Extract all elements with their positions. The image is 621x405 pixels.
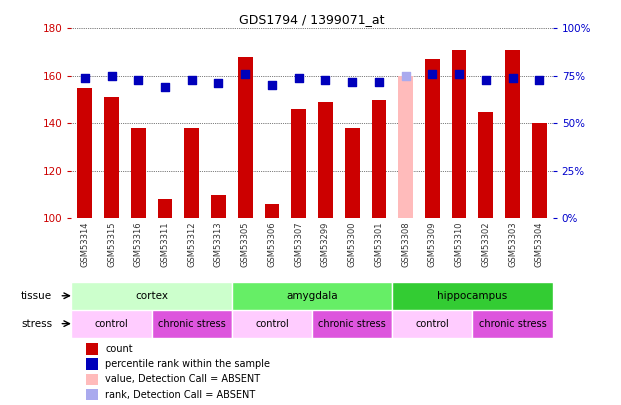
Bar xyxy=(232,282,392,310)
Point xyxy=(320,77,330,83)
Point xyxy=(134,77,143,83)
Text: rank, Detection Call = ABSENT: rank, Detection Call = ABSENT xyxy=(105,390,255,400)
Bar xyxy=(505,50,520,218)
Text: cortex: cortex xyxy=(135,291,168,301)
Bar xyxy=(532,124,546,218)
Point xyxy=(507,75,517,81)
Bar xyxy=(71,282,232,310)
Point xyxy=(534,77,544,83)
Bar xyxy=(131,128,145,218)
Text: GSM53300: GSM53300 xyxy=(348,222,356,267)
Bar xyxy=(318,102,333,218)
Text: hippocampus: hippocampus xyxy=(437,291,507,301)
Text: control: control xyxy=(94,319,129,328)
Point xyxy=(267,82,277,89)
Text: GSM53305: GSM53305 xyxy=(241,222,250,267)
Bar xyxy=(152,310,232,338)
Bar xyxy=(158,199,173,218)
Point xyxy=(347,78,357,85)
Text: GSM53304: GSM53304 xyxy=(535,222,544,267)
Title: GDS1794 / 1399071_at: GDS1794 / 1399071_at xyxy=(239,13,385,26)
Text: value, Detection Call = ABSENT: value, Detection Call = ABSENT xyxy=(105,374,260,384)
Bar xyxy=(425,59,440,218)
Text: GSM53306: GSM53306 xyxy=(268,222,276,267)
Text: GSM53303: GSM53303 xyxy=(508,222,517,267)
Text: tissue: tissue xyxy=(21,291,52,301)
Bar xyxy=(473,310,553,338)
Text: stress: stress xyxy=(21,319,52,328)
Point xyxy=(107,72,117,79)
Text: GSM53299: GSM53299 xyxy=(321,222,330,267)
Text: chronic stress: chronic stress xyxy=(158,319,225,328)
Bar xyxy=(211,195,226,218)
Text: control: control xyxy=(415,319,449,328)
Point xyxy=(187,77,197,83)
Text: count: count xyxy=(105,344,133,354)
Text: GSM53309: GSM53309 xyxy=(428,222,437,267)
Point xyxy=(374,78,384,85)
Bar xyxy=(392,310,473,338)
Text: control: control xyxy=(255,319,289,328)
Point xyxy=(160,84,170,91)
Bar xyxy=(238,57,253,218)
Text: GSM53312: GSM53312 xyxy=(188,222,196,267)
Text: GSM53315: GSM53315 xyxy=(107,222,116,267)
Bar xyxy=(312,310,392,338)
Text: GSM53301: GSM53301 xyxy=(374,222,383,267)
Point xyxy=(401,72,410,79)
Text: GSM53314: GSM53314 xyxy=(80,222,89,267)
Bar xyxy=(232,310,312,338)
Bar xyxy=(265,204,279,218)
Text: chronic stress: chronic stress xyxy=(319,319,386,328)
Point xyxy=(454,71,464,77)
Point xyxy=(214,80,224,87)
Bar xyxy=(86,358,98,370)
Bar xyxy=(291,109,306,218)
Text: percentile rank within the sample: percentile rank within the sample xyxy=(105,359,270,369)
Text: GSM53313: GSM53313 xyxy=(214,222,223,267)
Point xyxy=(240,71,250,77)
Point xyxy=(80,75,90,81)
Text: GSM53311: GSM53311 xyxy=(160,222,170,267)
Text: GSM53316: GSM53316 xyxy=(134,222,143,267)
Text: amygdala: amygdala xyxy=(286,291,338,301)
Text: GSM53310: GSM53310 xyxy=(455,222,464,267)
Text: chronic stress: chronic stress xyxy=(479,319,546,328)
Bar xyxy=(392,282,553,310)
Point xyxy=(294,75,304,81)
Text: GSM53302: GSM53302 xyxy=(481,222,491,267)
Bar xyxy=(479,111,493,218)
Text: GSM53307: GSM53307 xyxy=(294,222,303,267)
Bar xyxy=(184,128,199,218)
Text: GSM53308: GSM53308 xyxy=(401,222,410,267)
Bar xyxy=(371,100,386,218)
Point xyxy=(427,71,437,77)
Point xyxy=(481,77,491,83)
Bar xyxy=(86,343,98,355)
Bar xyxy=(451,50,466,218)
Bar xyxy=(86,374,98,385)
Bar xyxy=(104,97,119,218)
Bar xyxy=(71,310,152,338)
Bar xyxy=(86,389,98,400)
Bar xyxy=(345,128,360,218)
Bar xyxy=(78,88,92,218)
Bar xyxy=(398,76,413,218)
